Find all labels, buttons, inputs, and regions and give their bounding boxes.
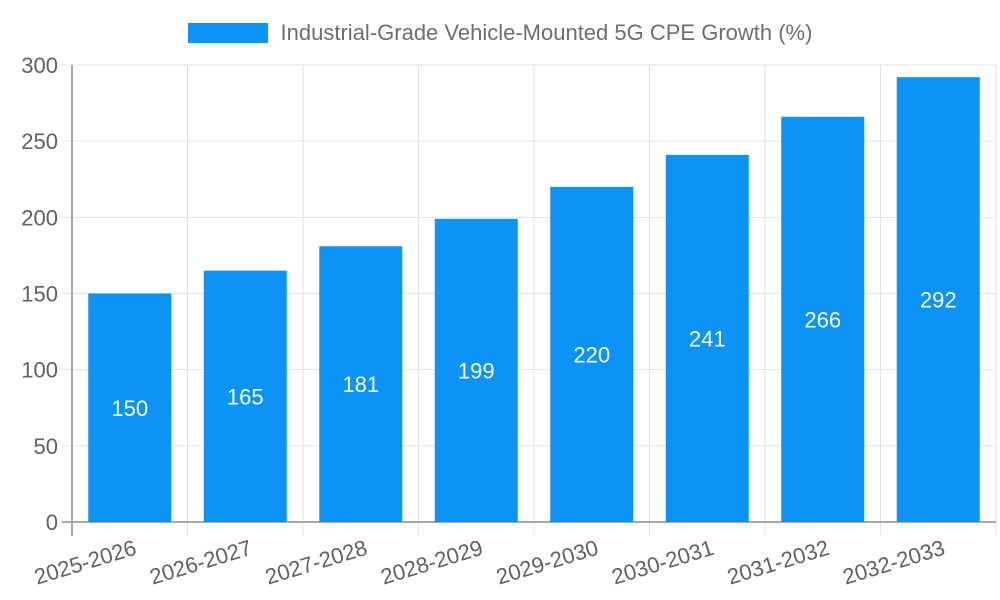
y-tick-label: 100 <box>21 358 58 383</box>
bar-value-label: 150 <box>111 396 148 421</box>
x-tick-label: 2027-2028 <box>262 535 370 590</box>
bar <box>434 218 518 522</box>
bar-value-label: 241 <box>689 326 726 351</box>
bar <box>88 293 172 522</box>
bar-value-label: 292 <box>920 288 957 313</box>
x-tick-label: 2028-2029 <box>378 535 486 590</box>
x-tick-label: 2026-2027 <box>147 535 255 590</box>
bar <box>781 116 865 522</box>
x-tick-label: 2025-2026 <box>31 535 139 590</box>
x-tick-label: 2031-2032 <box>724 535 832 590</box>
bar-value-label: 199 <box>458 358 495 383</box>
y-tick-label: 150 <box>21 282 58 307</box>
y-tick-label: 300 <box>21 53 58 78</box>
legend[interactable]: Industrial-Grade Vehicle-Mounted 5G CPE … <box>0 20 1000 46</box>
bar <box>665 154 749 523</box>
x-tick-label: 2029-2030 <box>493 535 601 590</box>
y-tick-label: 250 <box>21 129 58 154</box>
y-tick-label: 50 <box>34 434 58 459</box>
bar <box>550 186 634 522</box>
y-tick-label: 0 <box>46 510 58 535</box>
legend-label[interactable]: Industrial-Grade Vehicle-Mounted 5G CPE … <box>280 20 813 45</box>
bar <box>896 77 980 522</box>
x-tick-label: 2030-2031 <box>609 535 717 590</box>
bar <box>319 246 403 522</box>
bar-value-label: 266 <box>804 307 841 332</box>
y-tick-label: 200 <box>21 205 58 230</box>
x-tick-label: 2032-2033 <box>840 535 948 590</box>
bar-value-label: 220 <box>573 342 610 367</box>
bar-value-label: 165 <box>227 384 264 409</box>
bar-value-label: 181 <box>342 372 379 397</box>
bar <box>203 270 287 522</box>
legend-swatch[interactable] <box>187 23 268 43</box>
